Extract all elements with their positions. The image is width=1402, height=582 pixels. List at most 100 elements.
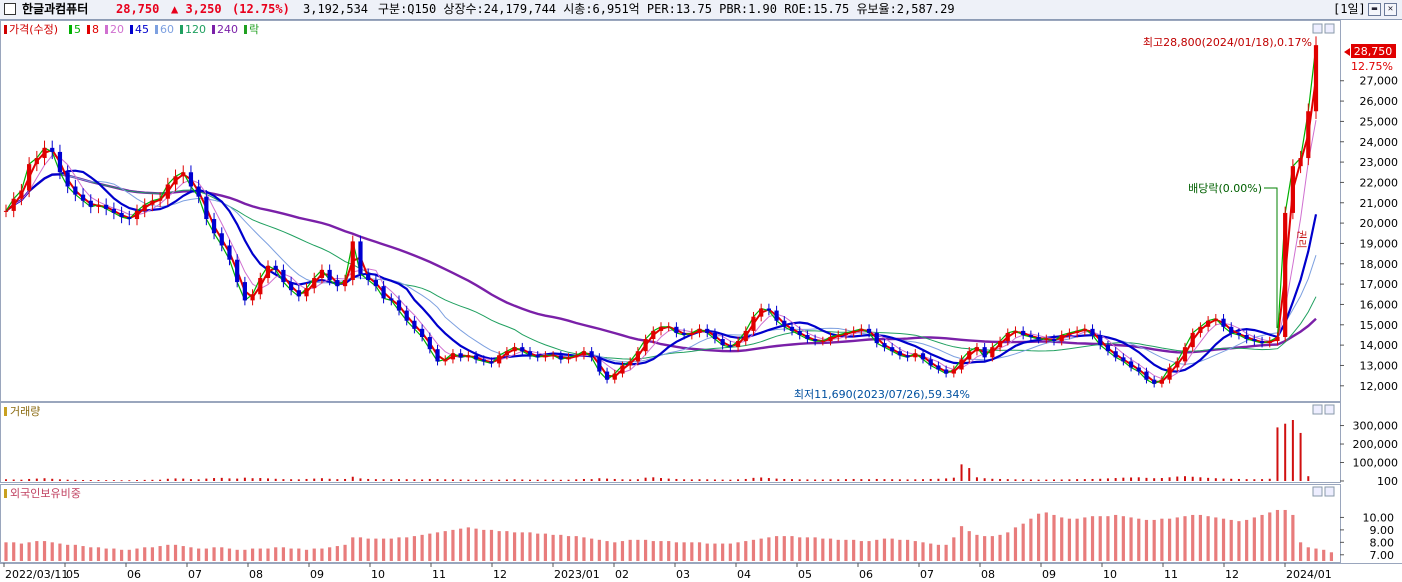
candle-body [19,190,24,199]
volume-bar [1130,477,1133,481]
volume-bar [721,479,724,481]
candle-body [335,280,340,287]
candle-body [1067,332,1072,335]
candle-body [50,147,55,152]
candle-body [936,365,941,370]
foreign-ratio-bar [435,532,440,561]
volume-bar [82,479,85,481]
candle-body [789,326,795,331]
date-tick-label: 10 [371,568,385,581]
price-panel-controls[interactable] [1312,23,1335,34]
foreign-tick-label: 9.00 [1370,524,1395,537]
legend-label-1: 5 [74,23,81,36]
candle-body [1221,318,1226,327]
legend-marker [4,25,7,34]
candle-body [404,310,409,321]
candle-body [1136,367,1141,372]
foreign-panel-controls[interactable] [1312,486,1335,497]
volume-bar [459,479,462,481]
foreign-ratio-bar [81,546,85,561]
close-icon[interactable]: ✕ [1384,3,1397,16]
foreign-ratio-bar [12,542,16,561]
foreign-ratio-bar [497,531,501,561]
foreign-ratio-bar [1183,516,1187,561]
foreign-ratio-bar [1036,513,1041,561]
volume-bar [1006,479,1009,481]
volume-bar [744,478,747,481]
foreign-ratio-bar [790,536,794,561]
candle-body [88,200,93,207]
volume-bar [999,478,1002,481]
volume-bar [243,477,246,481]
price-tick-label: 15,000 [1360,319,1399,332]
foreign-ratio-bar [713,543,717,561]
volume-bar [837,479,840,481]
foreign-ratio-bar [489,529,494,561]
foreign-ratio-bar [574,536,578,561]
candle-body [1267,341,1272,344]
foreign-ratio-bar [1214,517,1218,561]
volume-bar [791,479,793,481]
candle-body [450,353,456,360]
price-y-axis: 12,000 13,000 14,000 15,000 16,000 17,000 18,0… [1340,75,1398,393]
candle-body [265,265,271,279]
candle-body [697,328,702,333]
foreign-ratio-bar [1314,548,1318,561]
foreign-ratio-bar [705,543,709,561]
volume-bar [274,478,277,481]
foreign-ratio-bar [1090,516,1095,561]
foreign-ratio-bar [828,538,833,561]
foreign-ratio-bar [952,537,956,561]
volume-bar [937,478,940,481]
candle-body [473,355,479,360]
foreign-ratio-bar [582,537,586,561]
foreign-ratio-bar [181,546,185,561]
foreign-ratio-bar [1206,516,1210,561]
volume-bar [644,477,647,481]
volume-bar [1207,477,1210,481]
foreign-ratio-bar [867,541,871,561]
candle-body [1128,361,1134,368]
foreign-ratio-bar [605,541,609,561]
volume-bar [1037,479,1040,481]
foreign-ratio-bar [358,537,363,561]
candle-body [1252,339,1257,342]
foreign-ratio-bar [975,534,979,561]
foreign-ratio-bar [297,548,301,561]
volume-bar [1276,427,1279,481]
volume-bar [136,480,138,481]
price-tick-label: 12,000 [1360,380,1399,393]
foreign-ratio-bar [528,532,532,561]
volume-bar [945,478,948,481]
foreign-ratio-bar [389,538,393,561]
volume-bar [767,478,770,481]
candle-body [1259,341,1265,344]
candle-body [743,330,748,342]
foreign-ratio-bar [844,539,848,561]
volume-bar [259,478,262,481]
volume-bar [667,478,670,481]
volume-bar [97,480,100,481]
candle-body [273,265,278,270]
foreign-ratio-bar [250,548,255,561]
price-candles [3,36,1319,388]
foreign-ratio-bar [1152,519,1156,561]
foreign-ratio-bar [1175,517,1179,561]
foreign-ratio-bar [551,534,555,561]
volume-panel-controls[interactable] [1312,404,1335,415]
minimize-icon[interactable]: ▬ [1368,3,1381,16]
foreign-ratio-bar [459,528,463,561]
foreign-ratio-bar [235,549,239,561]
candle-body [1306,111,1311,159]
candle-body [1213,318,1218,321]
candle-body [1206,320,1211,327]
volume-bar [43,478,46,481]
candle-body [142,204,147,211]
candle-body [720,339,725,346]
volume-bar [1299,432,1302,481]
candle-body [782,320,787,327]
foreign-ratio-bar [613,542,617,561]
foreign-ratio-bar [520,532,524,561]
period-selector[interactable]: [1일] [1333,2,1366,16]
date-tick-label: 06 [127,568,141,581]
